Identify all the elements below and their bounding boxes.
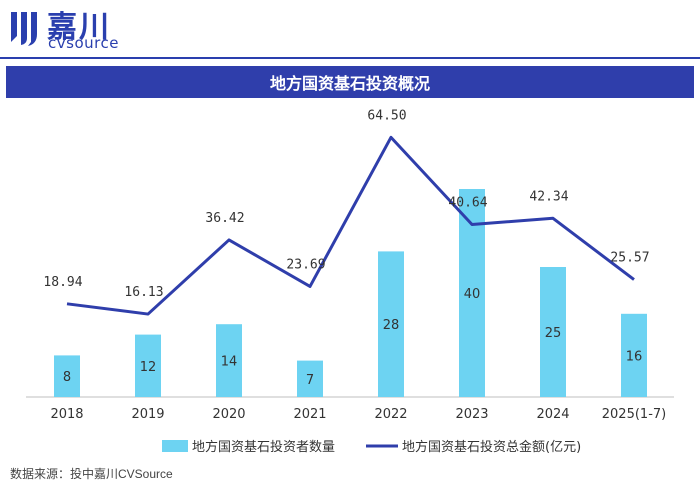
bar-label-2025(1-7): 16	[626, 349, 643, 364]
line-label-2020: 36.42	[205, 211, 244, 226]
title-bar: 地方国资基石投资概况	[6, 66, 694, 98]
source-note: 数据来源：投中嘉川CVSource	[10, 467, 173, 481]
legend-bar-swatch	[162, 440, 188, 452]
total-amount-line	[66, 135, 635, 316]
bar-2018	[54, 355, 80, 397]
bar-2020	[216, 324, 242, 397]
line-label-2022: 64.50	[367, 108, 406, 123]
line-label-2025(1-7): 25.57	[610, 251, 649, 266]
bar-label-2021: 7	[306, 373, 314, 388]
line-label-2023: 40.64	[448, 196, 487, 211]
bar-label-2018: 8	[63, 370, 71, 385]
x-tick-2020: 2020	[212, 407, 245, 422]
x-tick-2022: 2022	[374, 407, 407, 422]
legend-bar-label: 地方国资基石投资者数量	[192, 439, 335, 455]
bar-2025(1-7)	[621, 313, 647, 397]
brand-name-cn: 嘉川	[47, 10, 111, 45]
line-label-2024: 42.34	[529, 189, 568, 204]
brand-name-en: cvsource	[48, 34, 119, 52]
cvsource-logo-icon	[11, 12, 37, 46]
chart-title: 地方国资基石投资概况	[269, 74, 430, 93]
bar-2022	[378, 251, 404, 397]
x-tick-2021: 2021	[293, 407, 326, 422]
line-label-2018: 18.94	[43, 275, 82, 290]
bar-label-2022: 28	[383, 318, 400, 333]
bar-label-2024: 25	[545, 326, 562, 341]
x-tick-2018: 2018	[50, 407, 83, 422]
bar-label-2020: 14	[221, 355, 238, 370]
x-tick-2019: 2019	[131, 407, 164, 422]
bar-label-2019: 12	[140, 360, 157, 375]
header: 嘉川 cvsource	[0, 0, 700, 58]
header-divider	[0, 57, 700, 59]
line-label-2019: 16.13	[124, 285, 163, 300]
x-tick-2025(1-7): 2025(1-7)	[602, 407, 666, 422]
x-tick-2024: 2024	[536, 407, 569, 422]
bar-label-2023: 40	[464, 287, 481, 302]
x-tick-2023: 2023	[455, 407, 488, 422]
combo-chart: 8 12 14 7 28 40 25 16 18.94 16.13 36.42 23.69 64.50 4…	[26, 108, 674, 455]
legend-line-label: 地方国资基石投资总金额(亿元)	[402, 439, 581, 455]
bar-2021	[297, 360, 323, 397]
line-label-2021: 23.69	[286, 257, 325, 272]
bar-2019	[135, 334, 161, 397]
bar-2024	[540, 267, 566, 397]
